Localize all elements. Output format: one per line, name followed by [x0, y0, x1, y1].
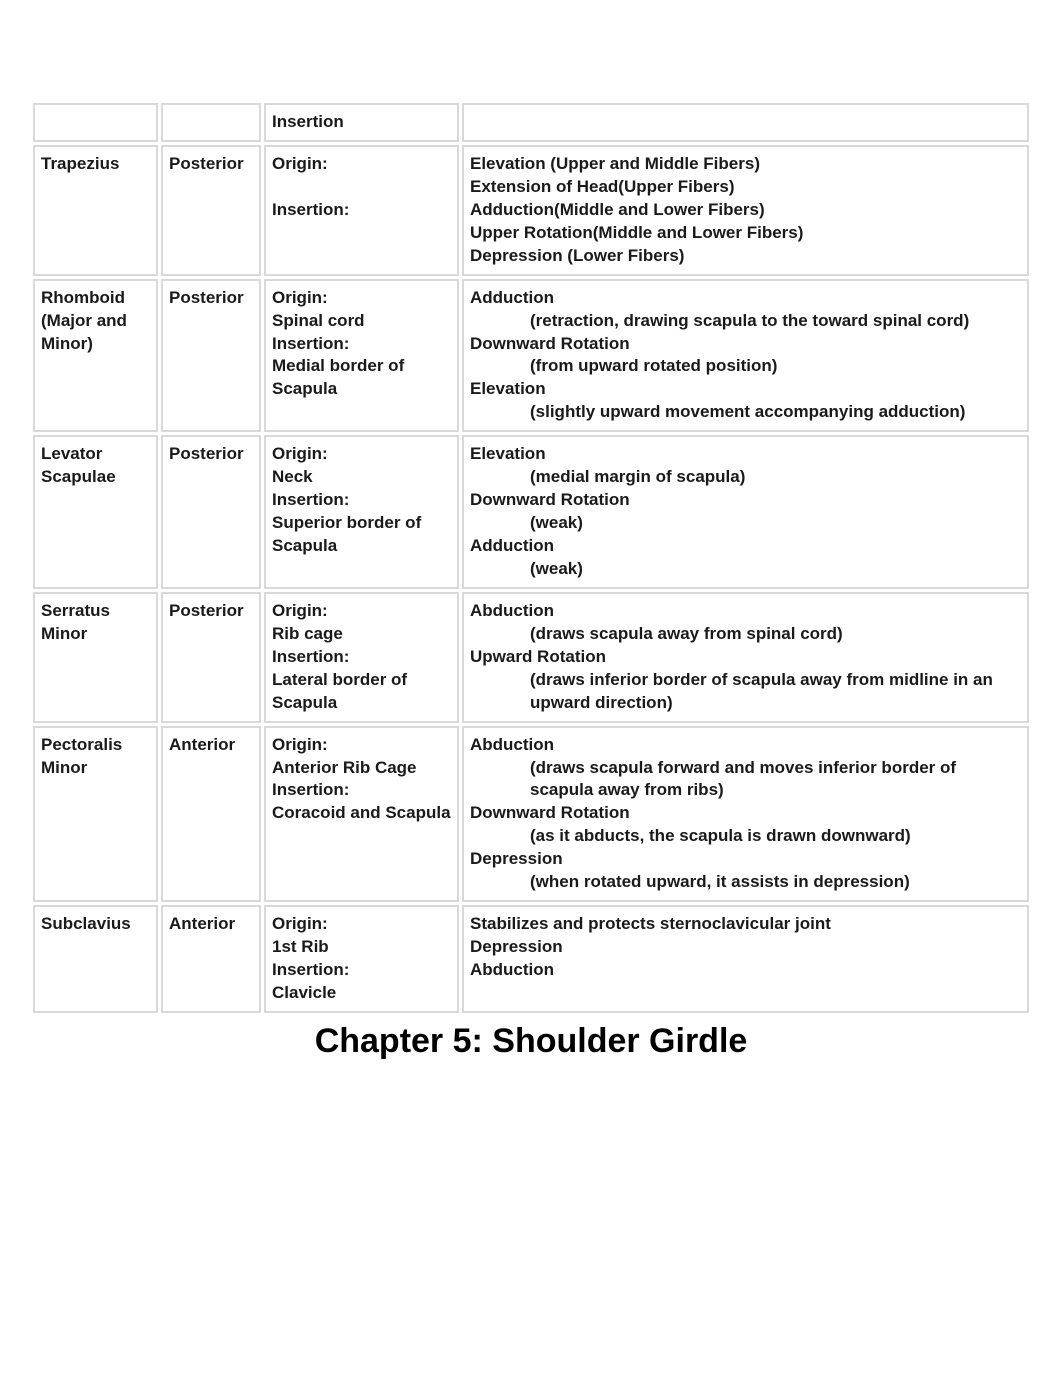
insertion-label: Insertion: — [272, 489, 451, 512]
insertion-label: Insertion: — [272, 333, 451, 356]
insertion-text: Superior border of Scapula — [272, 512, 451, 558]
action-cell: Abduction(draws scapula away from spinal… — [462, 592, 1029, 723]
action-term: Downward Rotation — [470, 489, 1021, 512]
action-term: Upper Rotation(Middle and Lower Fibers) — [470, 222, 1021, 245]
origin-insertion-cell: Origin:Anterior Rib CageInsertion:Coraco… — [264, 726, 459, 903]
insertion-text: Clavicle — [272, 982, 451, 1005]
action-term: Depression — [470, 936, 1021, 959]
origin-insertion-cell: Origin:Spinal cordInsertion:Medial borde… — [264, 279, 459, 433]
origin-insertion-cell: Origin: Insertion: — [264, 145, 459, 276]
origin-label: Origin: — [272, 913, 451, 936]
origin-insertion-cell: Origin:Rib cageInsertion:Lateral border … — [264, 592, 459, 723]
table-row: TrapeziusPosteriorOrigin: Insertion:Elev… — [33, 145, 1029, 276]
muscle-cell: Levator Scapulae — [33, 435, 158, 589]
header-cell-insertion: Insertion — [264, 103, 459, 142]
position-cell: Posterior — [161, 279, 261, 433]
insertion-text: Coracoid and Scapula — [272, 802, 451, 825]
action-term: Downward Rotation — [470, 802, 1021, 825]
action-term: Elevation — [470, 443, 1021, 466]
table-row: SubclaviusAnteriorOrigin:1st RibInsertio… — [33, 905, 1029, 1013]
origin-text: 1st Rib — [272, 936, 451, 959]
origin-label: Origin: — [272, 734, 451, 757]
action-description: (slightly upward movement accompanying a… — [530, 401, 1021, 424]
position-cell: Posterior — [161, 592, 261, 723]
origin-label: Origin: — [272, 153, 451, 176]
action-description: (draws scapula forward and moves inferio… — [530, 757, 1021, 803]
action-term: Stabilizes and protects sternoclavicular… — [470, 913, 1021, 936]
spacer — [272, 176, 451, 199]
action-term: Extension of Head(Upper Fibers) — [470, 176, 1021, 199]
insertion-label: Insertion: — [272, 199, 451, 222]
table-row: Pectoralis MinorAnteriorOrigin:Anterior … — [33, 726, 1029, 903]
muscle-cell: Subclavius — [33, 905, 158, 1013]
origin-text: Neck — [272, 466, 451, 489]
origin-label: Origin: — [272, 600, 451, 623]
action-term: Elevation (Upper and Middle Fibers) — [470, 153, 1021, 176]
action-description: (retraction, drawing scapula to the towa… — [530, 310, 1021, 333]
insertion-text: Lateral border of Scapula — [272, 669, 451, 715]
muscle-cell: Trapezius — [33, 145, 158, 276]
action-term: Upward Rotation — [470, 646, 1021, 669]
action-cell: Elevation(medial margin of scapula)Downw… — [462, 435, 1029, 589]
action-term: Elevation — [470, 378, 1021, 401]
table-row: Rhomboid (Major and Minor)PosteriorOrigi… — [33, 279, 1029, 433]
table-row: Levator ScapulaePosteriorOrigin:NeckInse… — [33, 435, 1029, 589]
action-cell: Stabilizes and protects sternoclavicular… — [462, 905, 1029, 1013]
origin-text: Anterior Rib Cage — [272, 757, 451, 780]
action-term: Depression — [470, 848, 1021, 871]
document-page: Insertion TrapeziusPosteriorOrigin: Inse… — [0, 0, 1062, 1376]
action-description: (weak) — [530, 558, 1021, 581]
action-description: (draws scapula away from spinal cord) — [530, 623, 1021, 646]
muscle-cell: Pectoralis Minor — [33, 726, 158, 903]
action-cell: Elevation (Upper and Middle Fibers)Exten… — [462, 145, 1029, 276]
action-term: Depression (Lower Fibers) — [470, 245, 1021, 268]
action-description: (draws inferior border of scapula away f… — [530, 669, 1021, 715]
origin-text: Rib cage — [272, 623, 451, 646]
table-row: Serratus MinorPosteriorOrigin:Rib cageIn… — [33, 592, 1029, 723]
muscle-cell: Rhomboid (Major and Minor) — [33, 279, 158, 433]
origin-label: Origin: — [272, 287, 451, 310]
header-cell-action — [462, 103, 1029, 142]
insertion-label: Insertion: — [272, 646, 451, 669]
muscle-cell: Serratus Minor — [33, 592, 158, 723]
table-body: Insertion TrapeziusPosteriorOrigin: Inse… — [33, 103, 1029, 1013]
table-header-row: Insertion — [33, 103, 1029, 142]
action-description: (as it abducts, the scapula is drawn dow… — [530, 825, 1021, 848]
action-description: (medial margin of scapula) — [530, 466, 1021, 489]
action-cell: Abduction(draws scapula forward and move… — [462, 726, 1029, 903]
position-cell: Anterior — [161, 726, 261, 903]
action-description: (when rotated upward, it assists in depr… — [530, 871, 1021, 894]
origin-text: Spinal cord — [272, 310, 451, 333]
chapter-title: Chapter 5: Shoulder Girdle — [30, 1022, 1032, 1061]
position-cell: Posterior — [161, 435, 261, 589]
insertion-text: Medial border of Scapula — [272, 355, 451, 401]
position-cell: Posterior — [161, 145, 261, 276]
action-description: (from upward rotated position) — [530, 355, 1021, 378]
origin-label: Origin: — [272, 443, 451, 466]
insertion-label: Insertion: — [272, 959, 451, 982]
header-cell-muscle — [33, 103, 158, 142]
origin-insertion-cell: Origin:NeckInsertion:Superior border of … — [264, 435, 459, 589]
action-term: Abduction — [470, 734, 1021, 757]
action-term: Abduction — [470, 959, 1021, 982]
action-term: Adduction(Middle and Lower Fibers) — [470, 199, 1021, 222]
origin-insertion-cell: Origin:1st RibInsertion:Clavicle — [264, 905, 459, 1013]
action-term: Adduction — [470, 287, 1021, 310]
action-term: Abduction — [470, 600, 1021, 623]
muscle-table: Insertion TrapeziusPosteriorOrigin: Inse… — [30, 100, 1032, 1016]
action-cell: Adduction(retraction, drawing scapula to… — [462, 279, 1029, 433]
action-term: Adduction — [470, 535, 1021, 558]
position-cell: Anterior — [161, 905, 261, 1013]
action-term: Downward Rotation — [470, 333, 1021, 356]
action-description: (weak) — [530, 512, 1021, 535]
header-cell-position — [161, 103, 261, 142]
insertion-label: Insertion: — [272, 779, 451, 802]
